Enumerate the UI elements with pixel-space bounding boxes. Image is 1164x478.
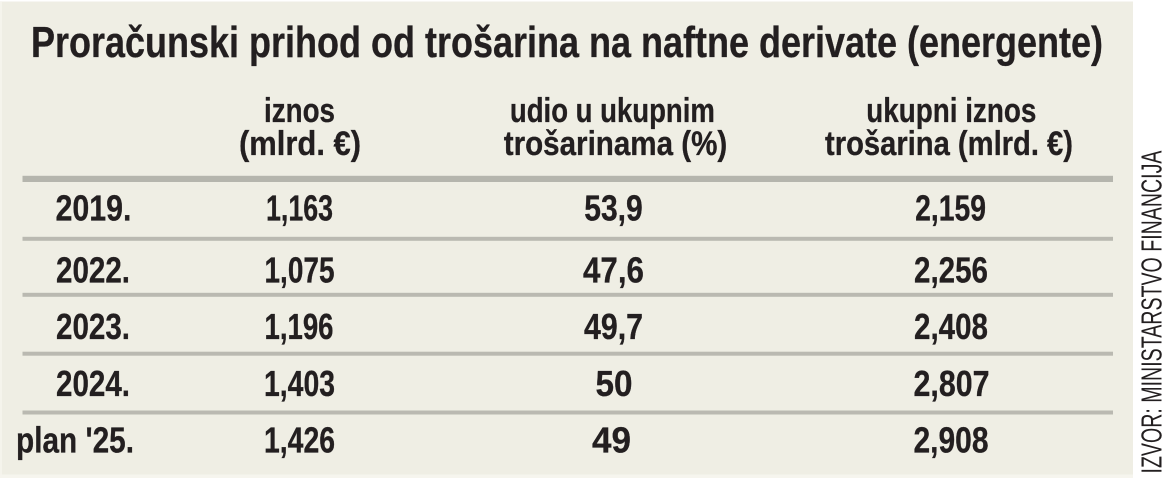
svg-text:1,426: 1,426 [264,419,335,460]
svg-text:trošarinama (%): trošarinama (%) [504,125,728,163]
svg-text:plan '25.: plan '25. [16,419,134,460]
svg-text:53,9: 53,9 [584,188,643,229]
svg-text:2,908: 2,908 [914,419,989,460]
svg-text:(mlrd. €): (mlrd. €) [239,125,361,163]
svg-text:udio u ukupnim: udio u ukupnim [510,92,715,130]
svg-text:2,807: 2,807 [914,363,990,404]
svg-text:2,256: 2,256 [914,249,988,290]
svg-text:2024.: 2024. [56,363,130,404]
svg-text:49: 49 [592,419,631,460]
svg-text:1,403: 1,403 [264,363,335,404]
svg-text:2022.: 2022. [56,249,130,290]
svg-text:50: 50 [596,363,633,404]
svg-text:2019.: 2019. [56,188,132,229]
svg-text:IZVOR: MINISTARSTVO FINANCIJA: IZVOR: MINISTARSTVO FINANCIJA [1137,150,1164,473]
svg-text:2,159: 2,159 [915,188,986,229]
svg-text:Proračunski prihod od trošarin: Proračunski prihod od trošarina na naftn… [31,19,1103,67]
svg-text:iznos: iznos [264,92,335,130]
svg-text:2,408: 2,408 [914,306,988,347]
svg-text:trošarina (mlrd. €): trošarina (mlrd. €) [825,125,1073,163]
svg-text:ukupni iznos: ukupni iznos [866,92,1036,130]
svg-text:47,6: 47,6 [583,249,644,290]
svg-text:1,196: 1,196 [265,306,334,347]
svg-text:49,7: 49,7 [584,306,643,347]
svg-text:1,075: 1,075 [265,249,335,290]
svg-text:2023.: 2023. [56,306,130,347]
svg-text:1,163: 1,163 [266,188,333,229]
